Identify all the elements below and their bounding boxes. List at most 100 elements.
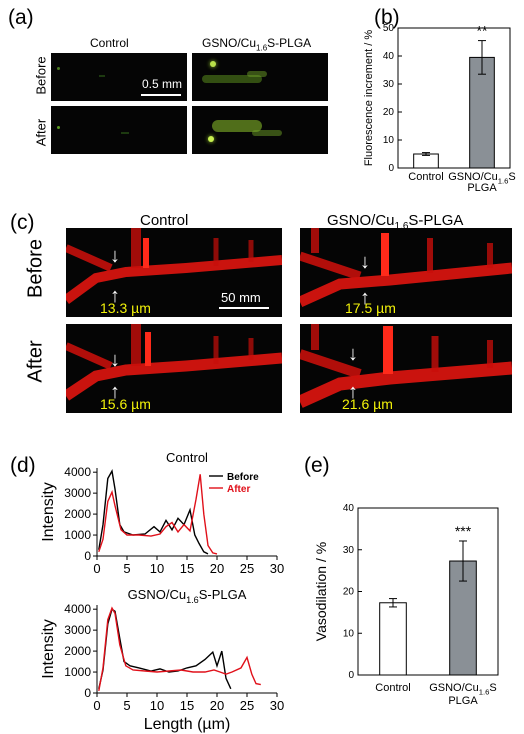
panel-c-col-treatment: GSNO/Cu1.6S-PLGA	[327, 212, 464, 232]
x-tick-label: 30	[270, 698, 284, 713]
y-tick-label: 10	[383, 135, 395, 146]
x-tick-label: 15	[180, 698, 194, 713]
panel-a-col-control: Control	[90, 36, 129, 50]
y-tick-label: 4000	[64, 602, 91, 616]
y-tick-label: 4000	[64, 465, 91, 479]
series-line-after	[98, 474, 218, 555]
bar	[469, 56, 495, 169]
vessel-diameter-label: 15.6 µm	[100, 396, 151, 412]
panel-a-scale-bar	[141, 94, 181, 96]
bar	[379, 602, 407, 676]
x-category-label: PLGA	[467, 182, 497, 194]
y-tick-label: 20	[343, 587, 355, 598]
panel-a-row-after: After	[33, 118, 49, 147]
y-tick-label: 0	[84, 549, 91, 563]
panel-c-image-control-before: ↓ ↑ 13.3 µm 50 mm	[66, 228, 282, 317]
y-axis-label: Intensity	[40, 619, 57, 679]
chart-title: Control	[166, 450, 208, 465]
vessel-drawing	[300, 228, 512, 308]
legend-label: Before	[227, 472, 259, 483]
bar	[449, 560, 477, 676]
vessel-diameter-label: 21.6 µm	[342, 396, 393, 412]
bar	[413, 153, 439, 169]
vessel-diameter-label: 13.3 µm	[100, 300, 151, 316]
x-tick-label: 10	[150, 561, 164, 576]
y-axis-label: Vasodilation / %	[313, 542, 329, 641]
panel-c-image-treatment-after: ↓ ↑ 21.6 µm	[300, 324, 512, 413]
x-tick-label: 20	[210, 698, 224, 713]
panel-a-row-before: Before	[33, 56, 49, 95]
x-tick-label: 5	[123, 561, 130, 576]
x-tick-label: 15	[180, 561, 194, 576]
panel-a-image-treatment-before	[192, 53, 328, 101]
y-tick-label: 0	[388, 163, 394, 174]
vessel-drawing	[66, 228, 282, 305]
plot-frame	[397, 27, 511, 169]
panel-c-row-after: After	[24, 340, 47, 383]
significance-mark: ***	[455, 523, 472, 539]
vessel-arrow-down: ↓	[110, 349, 120, 371]
panel-c-image-treatment-before: ↓ ↑ 17.5 µm	[300, 228, 512, 317]
y-tick-label: 0	[348, 670, 354, 681]
panel-c-scale-text: 50 mm	[221, 290, 261, 305]
vessel-arrow-down: ↓	[360, 251, 370, 273]
y-tick-label: 2000	[64, 644, 91, 658]
x-tick-label: 20	[210, 561, 224, 576]
panel-label-a: (a)	[8, 6, 34, 29]
y-tick-label: 30	[383, 79, 395, 90]
significance-mark: **	[477, 23, 488, 39]
panel-c-row-before: Before	[24, 239, 47, 298]
x-axis-label: Length (µm)	[144, 716, 231, 733]
chart-title: GSNO/Cu1.6S-PLGA	[128, 587, 247, 605]
panel-label-c: (c)	[10, 211, 35, 234]
x-tick-label: 10	[150, 698, 164, 713]
vessel-arrow-up: ↑	[348, 381, 358, 403]
plot-frame	[357, 507, 499, 676]
vessel-drawing	[66, 324, 282, 401]
panel-a-image-control-after	[51, 106, 187, 154]
panel-a-image-treatment-after	[192, 106, 328, 154]
vessel-arrow-down: ↓	[348, 343, 358, 365]
vessel-drawing	[300, 324, 512, 408]
x-tick-label: 0	[93, 561, 100, 576]
y-tick-label: 3000	[64, 623, 91, 637]
y-tick-label: 20	[383, 107, 395, 118]
vessel-arrow-up: ↑	[360, 287, 370, 309]
panel-label-d: (d)	[10, 454, 36, 477]
x-category-label: GSNO/Cu1.6S	[448, 171, 516, 185]
series-line-before	[98, 608, 232, 690]
y-tick-label: 40	[383, 51, 395, 62]
x-category-label: Control	[408, 171, 443, 183]
panel-c-col-control: Control	[140, 212, 189, 229]
legend-label: After	[227, 484, 250, 495]
vessel-arrow-up: ↑	[110, 285, 120, 307]
y-tick-label: 40	[343, 503, 355, 514]
vessel-diameter-label: 17.5 µm	[345, 300, 396, 316]
panel-label-b: (b)	[374, 6, 400, 29]
y-tick-label: 30	[343, 545, 355, 556]
vessel-arrow-up: ↑	[110, 381, 120, 403]
y-tick-label: 1000	[64, 665, 91, 679]
series-line-after	[98, 606, 261, 692]
y-axis-label: Fluorescence increment / %	[363, 30, 375, 167]
x-category-label: PLGA	[448, 695, 478, 707]
x-tick-label: 0	[93, 698, 100, 713]
x-category-label: Control	[375, 682, 410, 694]
y-axis-label: Intensity	[40, 482, 57, 542]
y-tick-label: 10	[343, 628, 355, 639]
y-tick-label: 3000	[64, 486, 91, 500]
panel-c-image-control-after: ↓ ↑ 15.6 µm	[66, 324, 282, 413]
x-tick-label: 25	[240, 698, 254, 713]
y-tick-label: 0	[84, 686, 91, 700]
x-category-label: GSNO/Cu1.6S	[429, 682, 497, 696]
x-tick-label: 5	[123, 698, 130, 713]
panel-a-col-treatment: GSNO/Cu1.6S-PLGA	[202, 36, 312, 53]
y-tick-label: 1000	[64, 528, 91, 542]
panel-a-scale-text: 0.5 mm	[142, 77, 183, 91]
x-tick-label: 25	[240, 561, 254, 576]
panel-label-e: (e)	[304, 454, 330, 477]
y-tick-label: 2000	[64, 507, 91, 521]
x-tick-label: 30	[270, 561, 284, 576]
vessel-arrow-down: ↓	[110, 245, 120, 267]
panel-c-scale-bar	[219, 307, 269, 309]
